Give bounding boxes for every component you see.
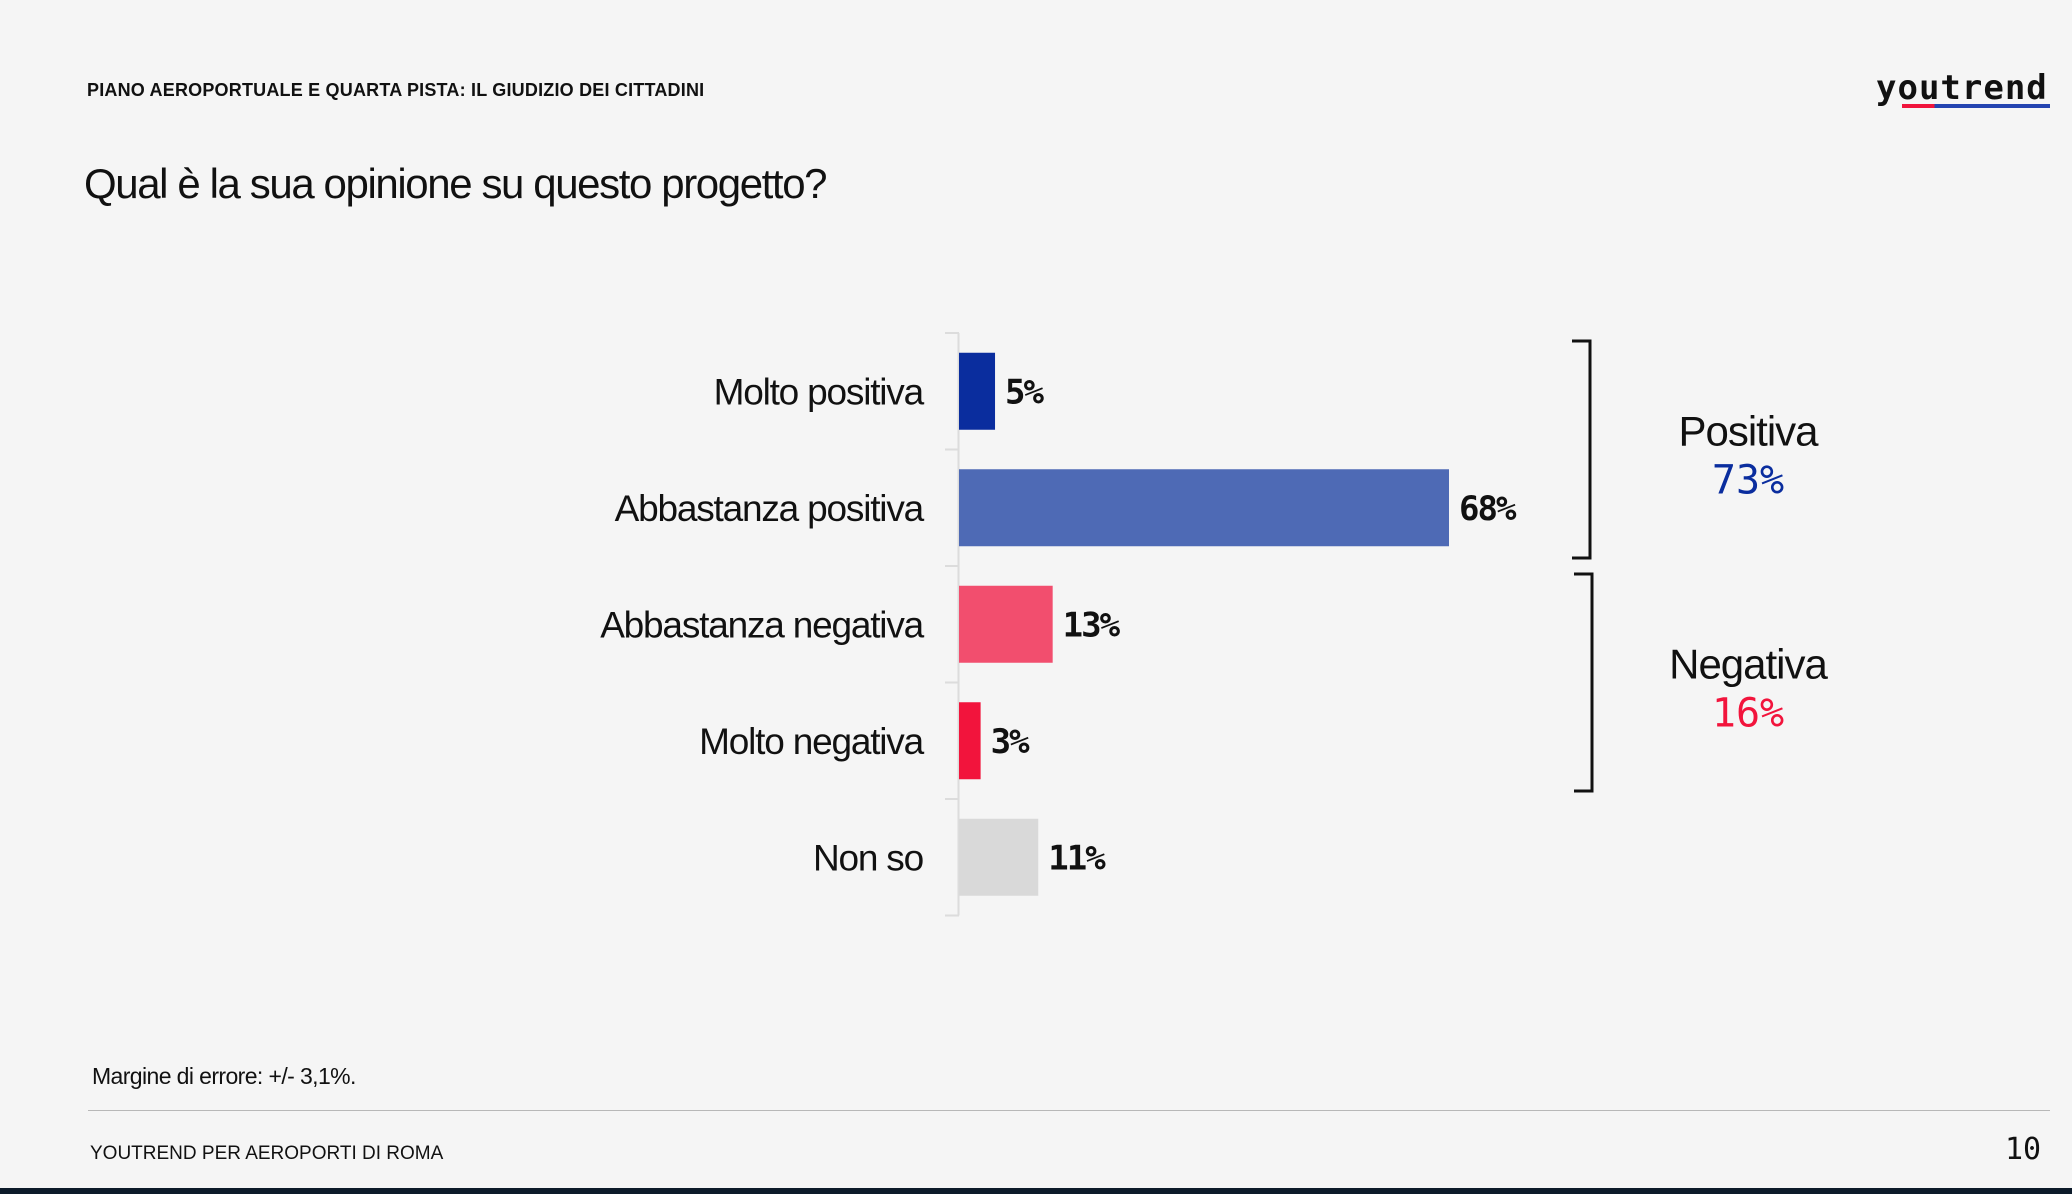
value-label-abbastanza-positiva: 68% bbox=[1459, 489, 1517, 529]
value-label-abbastanza-negativa: 13% bbox=[1063, 605, 1121, 645]
category-label-abbastanza-negativa: Abbastanza negativa bbox=[600, 604, 924, 645]
value-label-non-so: 11% bbox=[1048, 838, 1106, 878]
footer-source: YOUTREND PER AEROPORTI DI ROMA bbox=[90, 1143, 444, 1164]
logo-underline bbox=[1902, 104, 2050, 108]
bar-molto-negativa bbox=[959, 702, 981, 780]
category-label-abbastanza-positiva: Abbastanza positiva bbox=[615, 488, 925, 529]
report-heading: PIANO AEROPORTUALE E QUARTA PISTA: IL GI… bbox=[87, 80, 705, 100]
group-label-positiva: Positiva bbox=[1678, 408, 1819, 455]
group-bracket-negativa bbox=[1574, 572, 1594, 793]
group-value-positiva: 73% bbox=[1712, 458, 1784, 504]
value-label-molto-positiva: 5% bbox=[1005, 372, 1044, 412]
bar-non-so bbox=[959, 818, 1039, 896]
group-value-negativa: 16% bbox=[1712, 691, 1784, 737]
bottom-edge-bar bbox=[0, 1188, 2072, 1194]
group-bracket-positiva bbox=[1572, 339, 1592, 560]
survey-question: Qual è la sua opinione su questo progett… bbox=[84, 160, 828, 207]
value-label-molto-negativa: 3% bbox=[991, 722, 1030, 762]
bar-abbastanza-positiva bbox=[959, 469, 1449, 547]
bar-molto-positiva bbox=[959, 352, 996, 430]
group-label-negativa: Negativa bbox=[1669, 641, 1828, 688]
page-number: 10 bbox=[2005, 1132, 2042, 1167]
opinion-bar-chart: Molto positiva 5% Abbastanza positiva 68% Ab… bbox=[600, 332, 1830, 917]
category-label-molto-negativa: Molto negativa bbox=[699, 721, 924, 762]
footer-divider bbox=[88, 1110, 2050, 1111]
category-label-molto-positiva: Molto positiva bbox=[714, 371, 925, 412]
bar-abbastanza-negativa bbox=[959, 585, 1053, 663]
margin-of-error-note: Margine di errore: +/- 3,1%. bbox=[92, 1063, 356, 1089]
category-label-non-so: Non so bbox=[813, 837, 924, 878]
youtrend-logo: youtrend bbox=[1876, 68, 2048, 108]
